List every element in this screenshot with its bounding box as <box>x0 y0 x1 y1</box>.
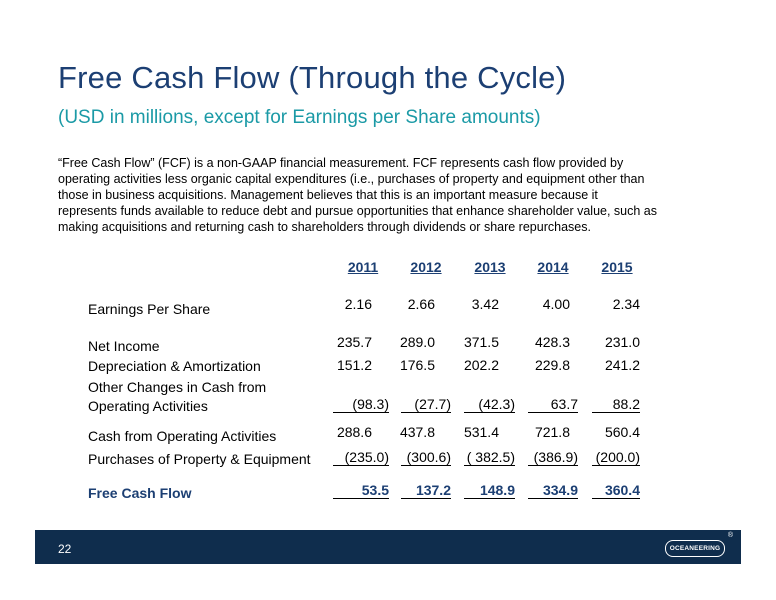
table-cell: (27.7) <box>401 396 451 413</box>
table-cell: 721.8 <box>534 424 570 440</box>
table-cell: ( 382.5) <box>464 449 515 466</box>
table-cell: (200.0) <box>592 449 640 466</box>
row-label-free-cash-flow: Free Cash Flow <box>88 485 192 501</box>
year-header-2015: 2015 <box>601 259 633 275</box>
table-cell: 371.5 <box>463 334 499 350</box>
table-cell: 202.2 <box>463 357 499 373</box>
table-cell: 53.5 <box>333 482 389 499</box>
fcf-description: “Free Cash Flow” (FCF) is a non-GAAP fin… <box>58 156 658 234</box>
footer-bar: 22 OCEANEERING ® <box>35 530 741 564</box>
table-cell: 360.4 <box>592 482 640 499</box>
table-cell: 148.9 <box>464 482 515 499</box>
registered-mark-icon: ® <box>727 532 733 539</box>
table-cell: (300.6) <box>401 449 451 466</box>
table-cell: (386.9) <box>528 449 578 466</box>
table-cell: 289.0 <box>399 334 435 350</box>
table-cell: 334.9 <box>528 482 578 499</box>
table-cell: 151.2 <box>336 357 372 373</box>
page-number: 22 <box>58 542 72 556</box>
table-cell: 2.16 <box>344 296 372 312</box>
row-label-other-changes-line1: Other Changes in Cash from <box>88 379 267 395</box>
table-cell: 2.34 <box>612 296 640 312</box>
row-label-other-changes-line2: Operating Activities <box>88 398 208 414</box>
table-cell: 3.42 <box>471 296 499 312</box>
row-label-net-income: Net Income <box>88 338 160 354</box>
table-cell: 176.5 <box>399 357 435 373</box>
table-cell: 63.7 <box>528 396 578 413</box>
year-header-2012: 2012 <box>410 259 442 275</box>
table-cell: 288.6 <box>336 424 372 440</box>
table-cell: (98.3) <box>333 396 389 413</box>
table-cell: 2.66 <box>407 296 435 312</box>
year-header-2011: 2011 <box>347 259 379 275</box>
table-cell: 241.2 <box>604 357 640 373</box>
row-label-cash-from-operations: Cash from Operating Activities <box>88 428 277 444</box>
oceaneering-logo: OCEANEERING <box>665 540 725 557</box>
slide-subtitle: (USD in millions, except for Earnings pe… <box>58 107 541 128</box>
table-cell: 235.7 <box>336 334 372 350</box>
table-cell: 231.0 <box>604 334 640 350</box>
table-cell: 88.2 <box>592 396 640 413</box>
table-cell: (235.0) <box>333 449 389 466</box>
table-cell: 531.4 <box>463 424 499 440</box>
table-cell: 560.4 <box>604 424 640 440</box>
row-label-capex: Purchases of Property & Equipment <box>88 451 311 467</box>
table-cell: (42.3) <box>464 396 515 413</box>
row-label-eps: Earnings Per Share <box>88 301 211 317</box>
slide-title: Free Cash Flow (Through the Cycle) <box>58 60 567 95</box>
year-header-2013: 2013 <box>474 259 506 275</box>
year-header-2014: 2014 <box>537 259 569 275</box>
table-cell: 4.00 <box>542 296 570 312</box>
table-cell: 437.8 <box>399 424 435 440</box>
table-cell: 229.8 <box>534 357 570 373</box>
table-cell: 137.2 <box>401 482 451 499</box>
row-label-depreciation: Depreciation & Amortization <box>88 358 261 374</box>
table-cell: 428.3 <box>534 334 570 350</box>
